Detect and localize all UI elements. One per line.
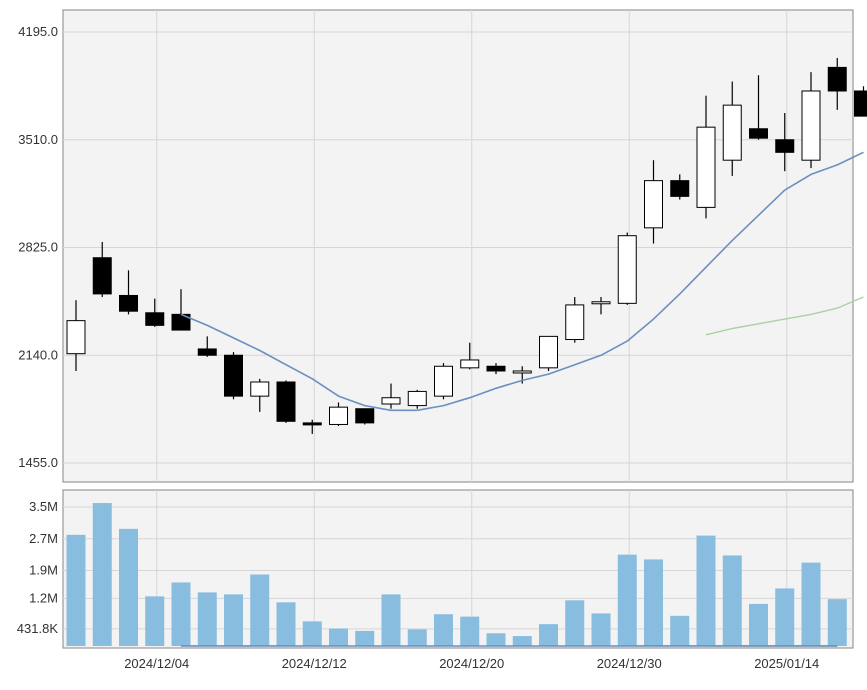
volume-y-tick-label: 1.2M — [29, 590, 58, 605]
volume-bar — [382, 594, 401, 646]
volume-bar — [723, 555, 742, 646]
volume-bar — [93, 503, 112, 646]
volume-y-tick-label: 1.9M — [29, 563, 58, 578]
candle-body-up — [67, 321, 85, 354]
volume-bar — [618, 555, 637, 646]
volume-bar — [172, 582, 191, 646]
candle-body-down — [750, 129, 768, 138]
candlestick — [435, 363, 453, 399]
candle-body-up — [540, 336, 558, 367]
volume-bar — [67, 535, 86, 646]
candlestick — [277, 380, 295, 422]
volume-y-tick-label: 431.8K — [17, 621, 59, 636]
candle-body-up — [618, 236, 636, 304]
candle-body-down — [198, 349, 216, 355]
candle-body-down — [303, 423, 321, 425]
price-panel-background — [63, 10, 853, 482]
volume-bar — [303, 621, 322, 646]
candlestick — [540, 336, 558, 371]
candle-body-down — [487, 366, 505, 371]
price-panel: 4195.0 3510.0 2825.0 2140.0 1455.0 — [18, 10, 867, 482]
price-y-tick-label: 2140.0 — [18, 347, 58, 362]
candle-body-up — [645, 181, 663, 228]
volume-bar — [119, 529, 138, 646]
candle-body-up — [461, 360, 479, 368]
candle-body-up — [723, 105, 741, 160]
price-y-tick-label: 3510.0 — [18, 132, 58, 147]
candlestick — [618, 233, 636, 305]
price-y-tick-label: 2825.0 — [18, 240, 58, 255]
candle-body-up — [408, 391, 426, 405]
volume-bar — [670, 616, 689, 646]
candle-body-up — [513, 371, 531, 373]
x-tick-label: 2024/12/30 — [597, 656, 662, 671]
candle-body-up — [592, 302, 610, 304]
candle-body-down — [776, 140, 794, 153]
volume-panel: 3.5M 2.7M 1.9M 1.2M 431.8K — [17, 490, 853, 648]
volume-bar — [592, 613, 611, 646]
candlestick — [225, 352, 243, 399]
volume-bar — [460, 617, 479, 646]
candle-body-down — [828, 67, 846, 91]
candle-body-up — [802, 91, 820, 160]
volume-bar — [434, 614, 453, 646]
candle-body-down — [356, 409, 374, 423]
candle-body-up — [566, 305, 584, 340]
x-tick-label: 2024/12/12 — [282, 656, 347, 671]
volume-bar — [828, 599, 847, 646]
volume-bar — [224, 594, 243, 646]
volume-bar — [565, 600, 584, 646]
volume-bar — [775, 588, 794, 646]
volume-bar — [355, 631, 374, 646]
price-y-tick-label: 1455.0 — [18, 455, 58, 470]
x-axis: 2024/12/04 2024/12/12 2024/12/20 2024/12/30… — [124, 656, 819, 671]
volume-bar — [644, 559, 663, 646]
price-y-axis: 4195.0 3510.0 2825.0 2140.0 1455.0 — [18, 24, 58, 470]
candle-body-down — [277, 382, 295, 421]
volume-bar — [539, 624, 558, 646]
candle-body-up — [251, 382, 269, 396]
volume-bar — [802, 563, 821, 646]
volume-bar — [250, 575, 269, 646]
volume-y-tick-label: 3.5M — [29, 499, 58, 514]
candle-body-up — [697, 127, 715, 207]
volume-bar — [408, 629, 427, 646]
candle-body-down — [120, 295, 138, 311]
x-tick-label: 2025/01/14 — [754, 656, 819, 671]
candle-body-up — [435, 366, 453, 396]
volume-bar — [513, 636, 532, 646]
candle-body-down — [93, 258, 111, 294]
volume-bar — [487, 633, 506, 646]
candle-body-up — [382, 398, 400, 404]
volume-bar — [277, 602, 296, 646]
volume-bar — [697, 536, 716, 646]
volume-y-axis: 3.5M 2.7M 1.9M 1.2M 431.8K — [17, 499, 59, 636]
x-tick-label: 2024/12/20 — [439, 656, 504, 671]
x-tick-label: 2024/12/04 — [124, 656, 189, 671]
volume-bar — [749, 604, 768, 646]
candlestick — [356, 409, 374, 425]
volume-bar — [145, 596, 164, 646]
volume-bar — [198, 592, 217, 646]
candle-body-down — [146, 313, 164, 326]
candlestick — [855, 86, 867, 116]
price-y-tick-label: 4195.0 — [18, 24, 58, 39]
candle-body-down — [671, 181, 689, 197]
volume-y-tick-label: 2.7M — [29, 531, 58, 546]
volume-bar — [329, 629, 348, 646]
candle-body-down — [855, 91, 867, 116]
candle-body-down — [225, 355, 243, 396]
candlestick — [408, 390, 426, 409]
candle-body-up — [330, 407, 348, 424]
